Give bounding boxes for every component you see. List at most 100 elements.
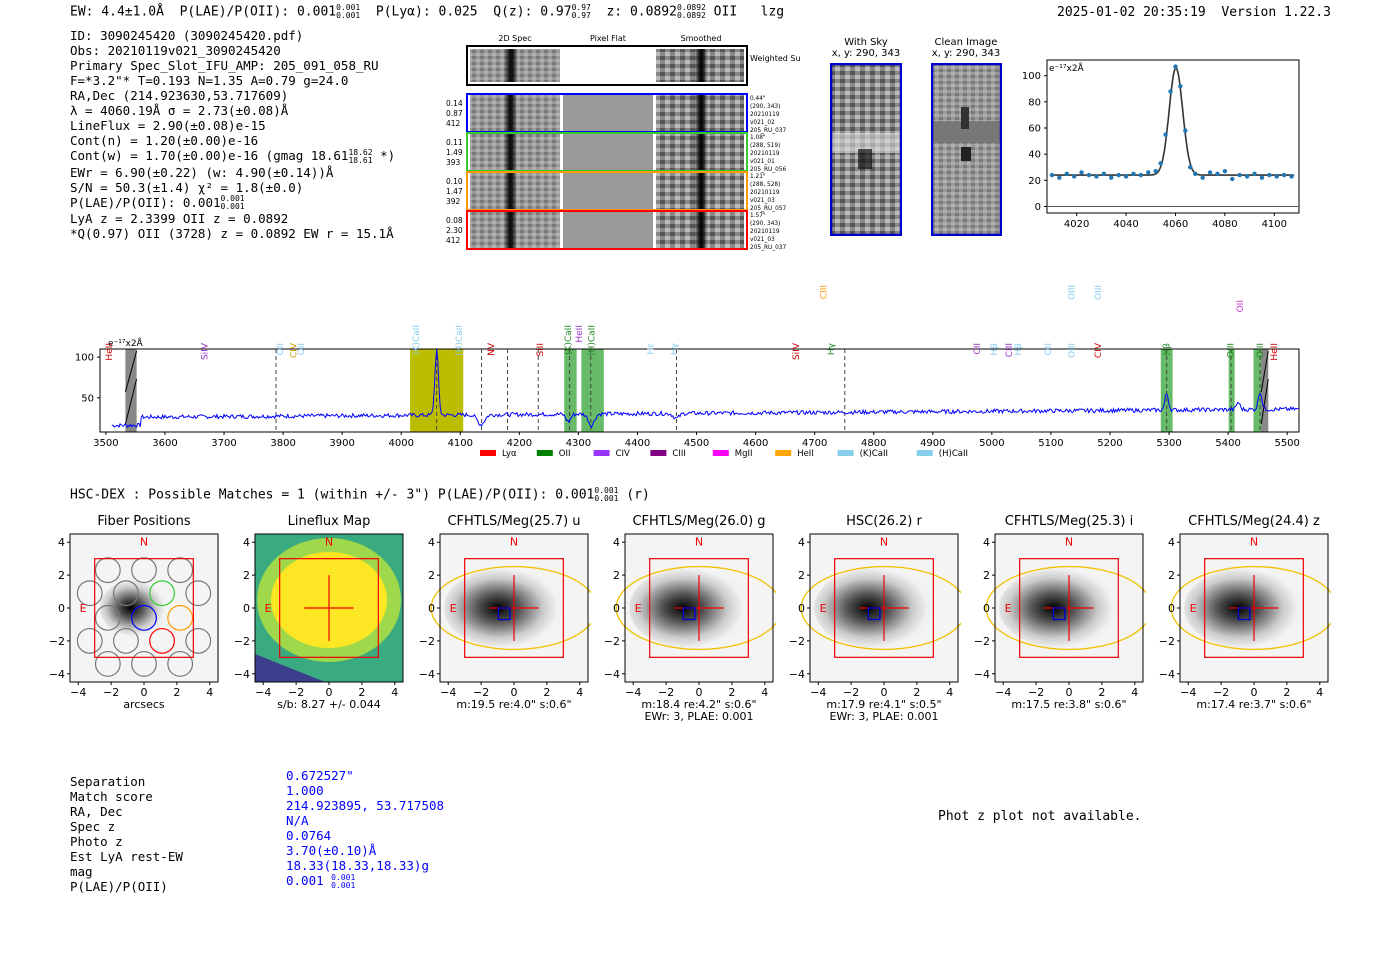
fit-point-32 — [1267, 172, 1272, 178]
fiber-15 — [131, 650, 157, 677]
row-left-1-1: 1.49 — [446, 148, 463, 157]
north-label-1: N — [325, 536, 333, 549]
panel-ytick-label-3-0: −4 — [604, 668, 620, 681]
legend-swatch-0 — [480, 450, 496, 456]
row-left-0-0: 0.14 — [446, 99, 463, 108]
row-2dspec-band-3 — [504, 212, 517, 248]
header-qz: Q(z): 0.97 — [493, 4, 572, 20]
fiber-1 — [131, 557, 157, 584]
spec-xtick-label-5300: 5300 — [1156, 438, 1181, 449]
panel-xtick-label-3-1: −2 — [658, 686, 674, 699]
fit-point-21 — [1188, 165, 1193, 170]
panel-0: Fiber Positions N E −4 −4 −2 −2 0 0 2 2 4 4 arcsecs — [49, 514, 219, 711]
panel-xtick-label-3-0: −4 — [625, 686, 641, 699]
panel-xlabel-4: m:17.9 re:4.1" s:0.5" — [826, 698, 941, 711]
fit-ytick-label-0: 0 — [1035, 202, 1041, 213]
info-id: ID: 3090245420 (3090245420.pdf) — [70, 28, 304, 43]
gray-band-hatch-1 — [1260, 378, 1269, 425]
fit-point-3 — [1071, 174, 1077, 179]
fit-point-11 — [1131, 171, 1136, 176]
fit-ytick-label-80: 80 — [1028, 97, 1041, 108]
line-label-29: OIII — [1256, 343, 1266, 358]
panel-ytick-label-3-3: 2 — [613, 569, 620, 582]
panel-title-1: Lineflux Map — [288, 514, 371, 529]
panel-ytick-label-2-1: −2 — [419, 635, 435, 648]
row-left-0-1: 0.87 — [446, 109, 463, 118]
row-2dspec-band-1 — [504, 134, 517, 170]
north-label-4: N — [880, 536, 888, 549]
panel-ytick-label-2-3: 2 — [428, 569, 435, 582]
summary-labels: Separation Match score RA, Dec Spec z Ph… — [70, 774, 183, 894]
fit-point-15 — [1158, 161, 1163, 166]
fit-point-14 — [1153, 168, 1158, 174]
panel-xtick-label-2-1: −2 — [473, 686, 489, 699]
spec-xtick-label-3900: 3900 — [329, 438, 354, 449]
fiber-16 — [167, 650, 194, 677]
row-left-3-1: 2.30 — [446, 226, 463, 235]
spec-xtick-label-5400: 5400 — [1215, 438, 1240, 449]
panel-ytick-label-4-2: 0 — [798, 602, 805, 615]
panel-xtick-label-3-3: 2 — [728, 686, 735, 699]
info-radec: RA,Dec (214.923630,53.717609) — [70, 88, 289, 103]
fiber-3 — [76, 580, 103, 607]
search-box-3 — [649, 558, 749, 658]
aperture-ellipse-5 — [985, 565, 1146, 651]
line-label-22: OIII — [1068, 343, 1078, 358]
summary-value-match-score: 1.000 — [286, 783, 324, 798]
panel-xtick-label-2-2: 0 — [511, 686, 518, 699]
fit-point-7 — [1101, 171, 1107, 176]
summary-label-radec: RA, Dec — [70, 804, 123, 819]
aperture-ellipse-2 — [430, 565, 591, 651]
info-lineflux: LineFlux = 2.90(±0.08)e-15 — [70, 118, 266, 133]
legend-swatch-7 — [916, 450, 933, 456]
line-label-2: OII — [276, 343, 286, 355]
green-band-0 — [564, 349, 577, 432]
spec-xtick-label-4600: 4600 — [743, 438, 768, 449]
panel-xtick-label-0-4: 4 — [206, 686, 213, 699]
line-label-20: Hβ — [1014, 343, 1024, 356]
summary-values: 0.672527" 1.000 214.923895, 53.717508 N/… — [286, 768, 444, 890]
aperture-ellipse-3 — [615, 565, 776, 651]
summary-value-photoz: 0.0764 — [286, 828, 332, 843]
row-right-2-4: 205_RU_057 — [750, 206, 787, 212]
row-right-0-0: 0.44" — [750, 96, 766, 102]
fit-point-6 — [1094, 174, 1099, 179]
source-marker-3 — [682, 607, 696, 621]
search-box-1 — [279, 558, 379, 658]
line-label-7: NV — [487, 342, 497, 356]
summary-value-mag: 18.33(18.33,18.33)g — [286, 858, 429, 873]
fit-point-24 — [1207, 170, 1213, 175]
spec-xtick-label-4800: 4800 — [861, 438, 886, 449]
line-label-0: HeII — [105, 343, 115, 361]
col-header-smoothed: Smoothed — [681, 34, 722, 43]
panel-ytick-label-4-3: 2 — [798, 569, 805, 582]
timestamp: 2025-01-02 20:35:19 — [1057, 5, 1206, 20]
fiber-7 — [94, 604, 121, 631]
spec-xtick-label-3600: 3600 — [152, 438, 177, 449]
row-right-3-1: (290, 343) — [750, 221, 780, 227]
panel-ytick-label-1-4: 4 — [243, 536, 250, 549]
header-plae-frac: 0.001 0.001 — [336, 3, 361, 20]
panel-title-0: Fiber Positions — [97, 514, 190, 529]
header-ew: EW: 4.4±1.0Å — [70, 4, 164, 20]
spec-xtick-label-4100: 4100 — [448, 438, 473, 449]
east-label-0: E — [80, 602, 87, 615]
fit-ytick-label-100: 100 — [1022, 71, 1041, 82]
row-left-1-0: 0.11 — [446, 138, 463, 147]
north-label-0: N — [140, 536, 148, 549]
fit-point-10 — [1123, 174, 1129, 179]
line-label-12: Hε — [646, 343, 656, 355]
summary-value-specz: N/A — [286, 813, 309, 828]
spec-xtick-label-3700: 3700 — [211, 438, 236, 449]
panel-xtick-label-5-4: 4 — [1131, 686, 1138, 699]
panel-ytick-label-0-4: 4 — [58, 536, 65, 549]
fit-ytick-label-40: 40 — [1028, 150, 1041, 161]
spec-xtick-label-4300: 4300 — [566, 438, 591, 449]
panel-xtick-label-5-3: 2 — [1098, 686, 1105, 699]
match-title: HSC-DEX : Possible Matches = 1 (within +… — [70, 486, 650, 503]
green-band-1 — [581, 349, 604, 432]
panel-xtick-label-1-3: 2 — [358, 686, 365, 699]
east-label-6: E — [1190, 602, 1197, 615]
line-label-21: OII — [1044, 343, 1054, 355]
panel-xtick-label-6-0: −4 — [1180, 686, 1196, 699]
